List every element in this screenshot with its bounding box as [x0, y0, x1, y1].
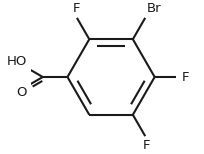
Text: HO: HO	[7, 55, 28, 68]
Text: F: F	[73, 2, 81, 15]
Text: F: F	[143, 139, 150, 152]
Text: O: O	[16, 86, 27, 99]
Text: F: F	[182, 71, 189, 83]
Text: Br: Br	[147, 2, 161, 15]
